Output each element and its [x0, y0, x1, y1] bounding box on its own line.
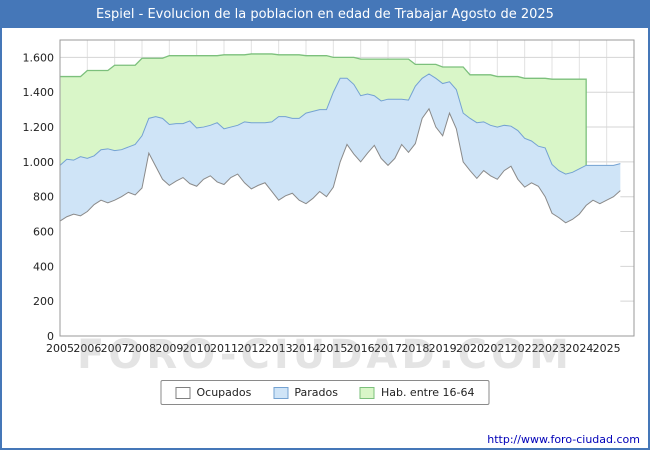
legend-item-hab-16-64: Hab. entre 16-64: [359, 386, 475, 399]
svg-text:1.200: 1.200: [23, 121, 55, 134]
svg-text:2009: 2009: [155, 342, 183, 355]
svg-text:2021: 2021: [483, 342, 511, 355]
svg-text:2017: 2017: [374, 342, 402, 355]
svg-text:2022: 2022: [511, 342, 539, 355]
legend-swatch-ocupados: [175, 386, 191, 399]
svg-text:2007: 2007: [101, 342, 129, 355]
svg-text:2011: 2011: [210, 342, 238, 355]
svg-text:0: 0: [47, 330, 54, 343]
legend-item-ocupados: Ocupados: [175, 386, 251, 399]
svg-text:2019: 2019: [429, 342, 457, 355]
legend-swatch-hab-16-64: [359, 386, 375, 399]
svg-text:2014: 2014: [292, 342, 320, 355]
svg-text:1.400: 1.400: [23, 86, 55, 99]
chart-canvas-wrap: 0 200 400 600 800 1.000 1.200 1.400 1.600 2005 200…: [2, 28, 648, 448]
legend-swatch-parados: [273, 386, 289, 399]
svg-text:2013: 2013: [265, 342, 293, 355]
svg-text:800: 800: [33, 191, 54, 204]
svg-text:2010: 2010: [183, 342, 211, 355]
svg-text:2006: 2006: [73, 342, 101, 355]
svg-text:2015: 2015: [319, 342, 347, 355]
legend-label-ocupados: Ocupados: [196, 386, 252, 399]
chart-title: Espiel - Evolucion de la poblacion en ed…: [2, 2, 648, 28]
svg-text:200: 200: [33, 295, 54, 308]
svg-text:400: 400: [33, 260, 54, 273]
svg-text:2008: 2008: [128, 342, 156, 355]
svg-text:2005: 2005: [46, 342, 74, 355]
svg-text:2020: 2020: [456, 342, 484, 355]
svg-text:2025: 2025: [593, 342, 621, 355]
legend-label-parados: Parados: [294, 386, 338, 399]
svg-text:2024: 2024: [565, 342, 593, 355]
svg-text:2018: 2018: [401, 342, 429, 355]
legend-item-parados: Parados: [273, 386, 338, 399]
legend: Ocupados Parados Hab. entre 16-64: [160, 380, 490, 405]
footer-url-link[interactable]: http://www.foro-ciudad.com: [487, 433, 640, 446]
svg-text:1.000: 1.000: [23, 156, 55, 169]
svg-text:2023: 2023: [538, 342, 566, 355]
svg-text:2016: 2016: [347, 342, 375, 355]
svg-text:2012: 2012: [237, 342, 265, 355]
svg-text:600: 600: [33, 226, 54, 239]
legend-label-hab-16-64: Hab. entre 16-64: [380, 386, 475, 399]
svg-text:1.600: 1.600: [23, 51, 55, 64]
